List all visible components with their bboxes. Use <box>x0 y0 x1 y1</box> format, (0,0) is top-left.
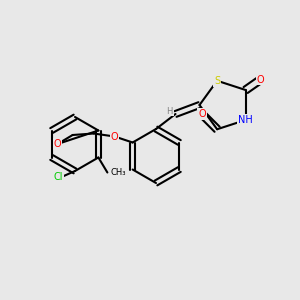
Text: O: O <box>111 131 119 142</box>
Text: O: O <box>54 139 61 149</box>
Text: H: H <box>166 106 173 116</box>
Text: Cl: Cl <box>54 172 63 182</box>
Text: O: O <box>198 109 206 119</box>
Text: S: S <box>214 76 220 86</box>
Text: O: O <box>257 74 264 85</box>
Text: NH: NH <box>238 115 253 125</box>
Text: CH₃: CH₃ <box>110 168 126 177</box>
